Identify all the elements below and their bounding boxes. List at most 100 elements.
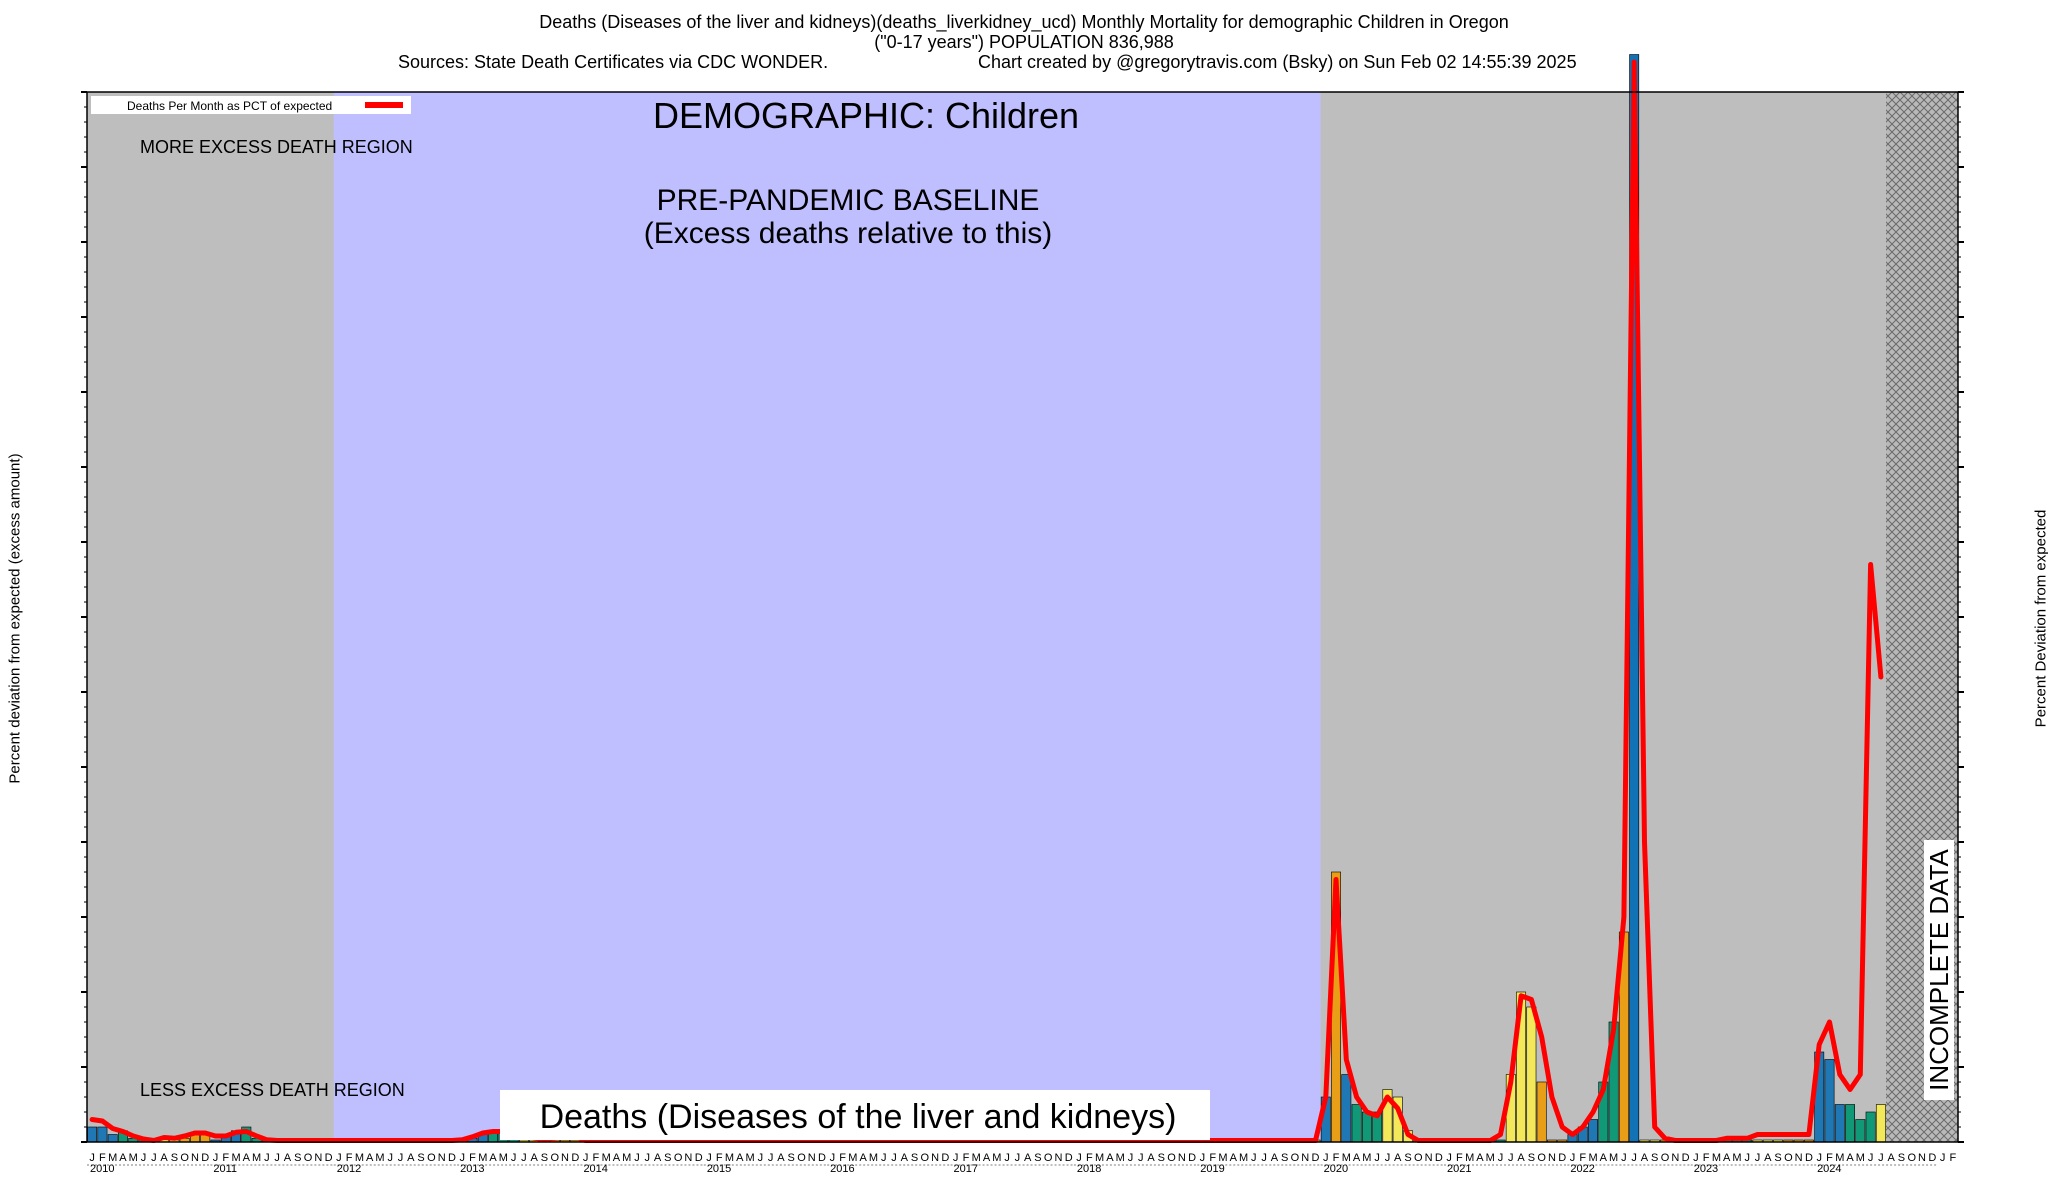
year-tick-label: 2023 — [1694, 1163, 1718, 1175]
month-tick-label: J — [1385, 1152, 1391, 1164]
month-tick-label: S — [1898, 1152, 1905, 1164]
month-tick-label: A — [1600, 1152, 1608, 1164]
month-tick-label: N — [1918, 1152, 1926, 1164]
month-tick-label: M — [1835, 1152, 1844, 1164]
month-tick-label: J — [1693, 1152, 1699, 1164]
month-tick-label: J — [645, 1152, 651, 1164]
month-tick-label: S — [541, 1152, 548, 1164]
month-tick-label: O — [1661, 1152, 1670, 1164]
month-tick-label: J — [521, 1152, 527, 1164]
month-tick-label: S — [294, 1152, 301, 1164]
month-tick-label: N — [191, 1152, 199, 1164]
month-tick-label: J — [706, 1152, 712, 1164]
month-tick-label: M — [1095, 1152, 1104, 1164]
month-tick-label: M — [1609, 1152, 1618, 1164]
year-tick-label: 2024 — [1817, 1163, 1841, 1175]
month-tick-label: A — [1764, 1152, 1772, 1164]
month-tick-label: J — [583, 1152, 589, 1164]
month-tick-label: O — [427, 1152, 436, 1164]
less-excess-label: LESS EXCESS DEATH REGION — [140, 1080, 405, 1100]
month-tick-label: O — [674, 1152, 683, 1164]
baseline-label-line2: (Excess deaths relative to this) — [644, 217, 1053, 250]
month-tick-label: M — [745, 1152, 754, 1164]
bar — [1536, 1081, 1547, 1143]
month-tick-label: F — [469, 1152, 476, 1164]
bar — [97, 1126, 108, 1143]
month-tick-label: J — [881, 1152, 887, 1164]
month-tick-label: D — [695, 1152, 703, 1164]
chart-sources: Sources: State Death Certificates via CD… — [398, 52, 829, 72]
month-tick-label: S — [417, 1152, 424, 1164]
year-tick-label: 2017 — [954, 1163, 978, 1175]
month-tick-label: M — [992, 1152, 1001, 1164]
month-tick-label: A — [1353, 1152, 1361, 1164]
month-tick-label: M — [1362, 1152, 1371, 1164]
year-tick-label: 2014 — [583, 1163, 607, 1175]
month-tick-label: M — [1116, 1152, 1125, 1164]
month-tick-label: M — [355, 1152, 364, 1164]
month-tick-label: D — [201, 1152, 209, 1164]
month-tick-label: A — [1723, 1152, 1731, 1164]
month-tick-label: M — [375, 1152, 384, 1164]
month-tick-label: J — [1200, 1152, 1206, 1164]
month-tick-label: A — [119, 1152, 127, 1164]
bar — [1824, 1059, 1835, 1143]
month-tick-label: J — [1261, 1152, 1267, 1164]
month-tick-label: J — [1138, 1152, 1144, 1164]
incomplete-label-box — [1924, 840, 1954, 1100]
month-tick-label: O — [1167, 1152, 1176, 1164]
month-tick-label: J — [1508, 1152, 1514, 1164]
subtitle: Deaths (Diseases of the liver and kidney… — [540, 1098, 1177, 1136]
month-tick-label: S — [1034, 1152, 1041, 1164]
month-tick-label: F — [593, 1152, 600, 1164]
year-tick-label: 2016 — [830, 1163, 854, 1175]
year-tick-label: 2021 — [1447, 1163, 1471, 1175]
demographic-title: DEMOGRAPHIC: Children — [653, 95, 1079, 136]
month-tick-label: S — [1281, 1152, 1288, 1164]
year-tick-label: 2019 — [1200, 1163, 1224, 1175]
bar — [1351, 1104, 1362, 1143]
month-tick-label: J — [1076, 1152, 1082, 1164]
month-tick-label: J — [511, 1152, 517, 1164]
month-tick-label: D — [941, 1152, 949, 1164]
month-tick-label: J — [388, 1152, 394, 1164]
month-tick-label: J — [398, 1152, 404, 1164]
month-tick-label: A — [613, 1152, 621, 1164]
month-tick-label: D — [448, 1152, 456, 1164]
month-tick-label: N — [931, 1152, 939, 1164]
month-tick-label: M — [1486, 1152, 1495, 1164]
month-tick-label: O — [1907, 1152, 1916, 1164]
month-tick-label: J — [891, 1152, 897, 1164]
chart-title-line1: Deaths (Diseases of the liver and kidney… — [539, 12, 1509, 32]
month-tick-label: F — [222, 1152, 229, 1164]
month-tick-label: A — [1024, 1152, 1032, 1164]
year-tick-label: 2010 — [90, 1163, 114, 1175]
month-tick-label: A — [736, 1152, 744, 1164]
bar — [1588, 1119, 1598, 1143]
month-tick-label: M — [1856, 1152, 1865, 1164]
month-tick-label: N — [1795, 1152, 1803, 1164]
month-tick-label: M — [499, 1152, 508, 1164]
month-tick-label: M — [602, 1152, 611, 1164]
month-tick-label: J — [1816, 1152, 1822, 1164]
month-tick-label: F — [99, 1152, 106, 1164]
month-tick-label: N — [561, 1152, 569, 1164]
month-tick-label: O — [1414, 1152, 1423, 1164]
month-tick-label: F — [1456, 1152, 1463, 1164]
bar — [1341, 1074, 1352, 1143]
month-tick-label: S — [1404, 1152, 1411, 1164]
month-tick-label: M — [1588, 1152, 1597, 1164]
month-tick-label: N — [1055, 1152, 1063, 1164]
month-tick-label: J — [1128, 1152, 1134, 1164]
month-tick-label: D — [571, 1152, 579, 1164]
month-tick-label: M — [1342, 1152, 1351, 1164]
year-tick-label: 2013 — [460, 1163, 484, 1175]
month-tick-label: A — [1517, 1152, 1525, 1164]
month-tick-label: J — [459, 1152, 465, 1164]
y-axis-label-left: Percent deviation from expected (excess … — [6, 453, 24, 784]
month-tick-label: J — [758, 1152, 764, 1164]
month-tick-label: M — [1239, 1152, 1248, 1164]
bar — [1834, 1104, 1845, 1143]
month-tick-label: F — [839, 1152, 846, 1164]
month-tick-label: D — [1558, 1152, 1566, 1164]
